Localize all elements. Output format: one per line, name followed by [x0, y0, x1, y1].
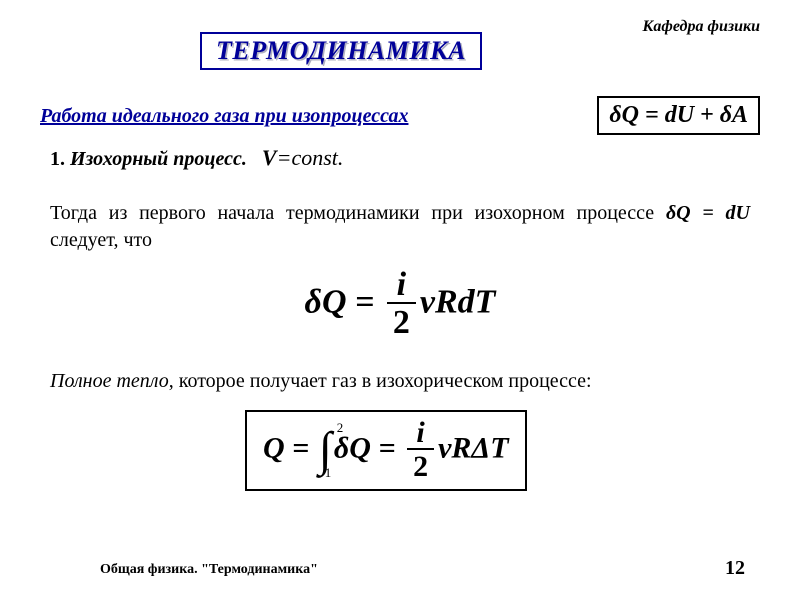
eq2-integrand: δQ = [334, 431, 396, 464]
department-label: Кафедра физики [643, 18, 760, 36]
para1-prefix: Тогда из первого начала термодинамики пр… [50, 202, 666, 224]
page-number: 12 [725, 557, 745, 580]
process-heading: 1. Изохорный процесс. V=const. [50, 145, 343, 171]
para1-suffix: следует, что [50, 229, 152, 251]
process-condition: =const. [277, 145, 344, 170]
eq1-rhs: νRdT [420, 284, 496, 321]
eq1-frac-den: 2 [387, 304, 416, 341]
section-subtitle: Работа идеального газа при изопроцессах [40, 105, 408, 128]
eq1-frac-num: i [387, 268, 416, 304]
eq2-frac-num: i [407, 418, 434, 450]
equation-total-heat-box: Q = 2 ∫ 1 δQ = i 2 νRΔT [245, 410, 527, 491]
eq2-frac-den: 2 [407, 450, 434, 483]
process-name: Изохорный процесс. [70, 148, 247, 170]
title-box: ТЕРМОДИНАМИКА [200, 32, 482, 70]
equation-dq: δQ = i 2 νRdT [0, 268, 800, 341]
para1-inline-eq: δQ = dU [666, 202, 750, 224]
process-var: V [262, 145, 277, 170]
first-law-equation-box: δQ = dU + δA [597, 96, 760, 135]
paragraph-1: Тогда из первого начала термодинамики пр… [50, 200, 750, 254]
eq2-fraction: i 2 [407, 418, 434, 483]
footer-course: Общая физика. "Термодинамика" [100, 562, 318, 578]
paragraph-2: Полное тепло, которое получает газ в изо… [50, 370, 750, 393]
integral-symbol: 2 ∫ 1 [319, 428, 332, 473]
page-title: ТЕРМОДИНАМИКА [216, 36, 466, 65]
eq2-rhs: νRΔT [438, 431, 508, 464]
eq2-Q: Q = [263, 431, 309, 464]
process-number: 1. [50, 148, 65, 170]
integral-lower: 1 [325, 465, 332, 481]
eq1-fraction: i 2 [387, 268, 416, 341]
integral-upper: 2 [337, 420, 344, 436]
eq1-lhs: δQ = [305, 284, 375, 321]
para2-rest: , которое получает газ в изохорическом п… [169, 370, 592, 392]
para2-emph: Полное тепло [50, 370, 169, 392]
